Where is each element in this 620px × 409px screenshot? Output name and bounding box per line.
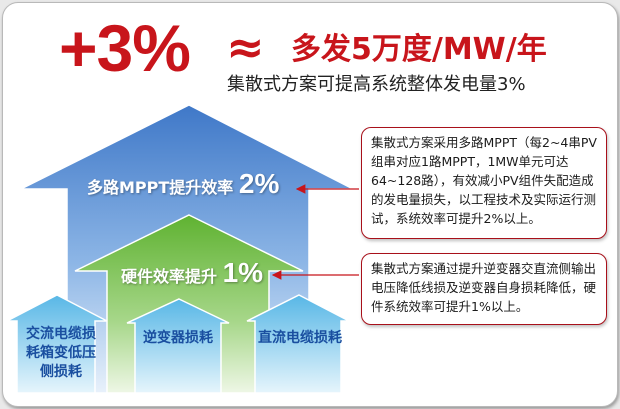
bottom-label-ac-cable: 交流电缆损耗箱变低压侧损耗: [26, 326, 96, 380]
note-hardware: 集散式方案通过提升逆变器交直流侧输出电压降低线损及逆变器自身损耗降低，硬件系统效…: [361, 253, 607, 325]
headline-percent: +3%: [59, 11, 191, 85]
headline: +3% ≈ 多发5万度/MW/年: [59, 11, 617, 85]
note-mppt: 集散式方案采用多路MPPT（每2~4串PV组串对应1路MPPT，1MW单元可达6…: [361, 127, 607, 239]
headline-text: 多发5万度/MW/年: [291, 32, 547, 67]
top-arrow-label: 多路MPPT提升效率 2%: [87, 168, 279, 200]
middle-arrow-text: 硬件效率提升: [121, 267, 218, 286]
bottom-label-inverter: 逆变器损耗: [143, 330, 213, 346]
top-arrow-percent: 2%: [238, 168, 280, 199]
small-arrow-center: [126, 298, 230, 394]
middle-arrow-percent: 1%: [222, 257, 264, 288]
top-arrow-text: 多路MPPT提升效率: [87, 178, 234, 197]
efficiency-arrows-graphic: [6, 104, 359, 394]
small-arrow-left: [6, 294, 108, 394]
approx-symbol: ≈: [226, 20, 265, 74]
small-arrow-right: [246, 294, 350, 394]
subtitle: 集散式方案可提高系统整体发电量3%: [227, 74, 526, 95]
bottom-label-dc-cable: 直流电缆损耗: [258, 330, 342, 346]
middle-arrow-label: 硬件效率提升 1%: [121, 257, 263, 289]
